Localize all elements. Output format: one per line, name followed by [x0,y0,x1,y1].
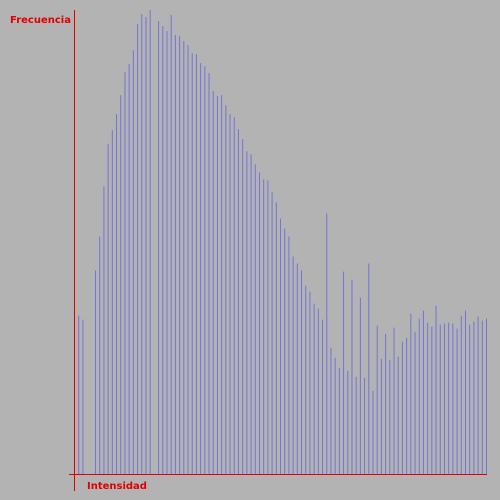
bar-series [74,9,487,474]
x-axis-label: Intensidad [87,481,147,492]
y-axis-label: Frecuencia [10,15,71,26]
